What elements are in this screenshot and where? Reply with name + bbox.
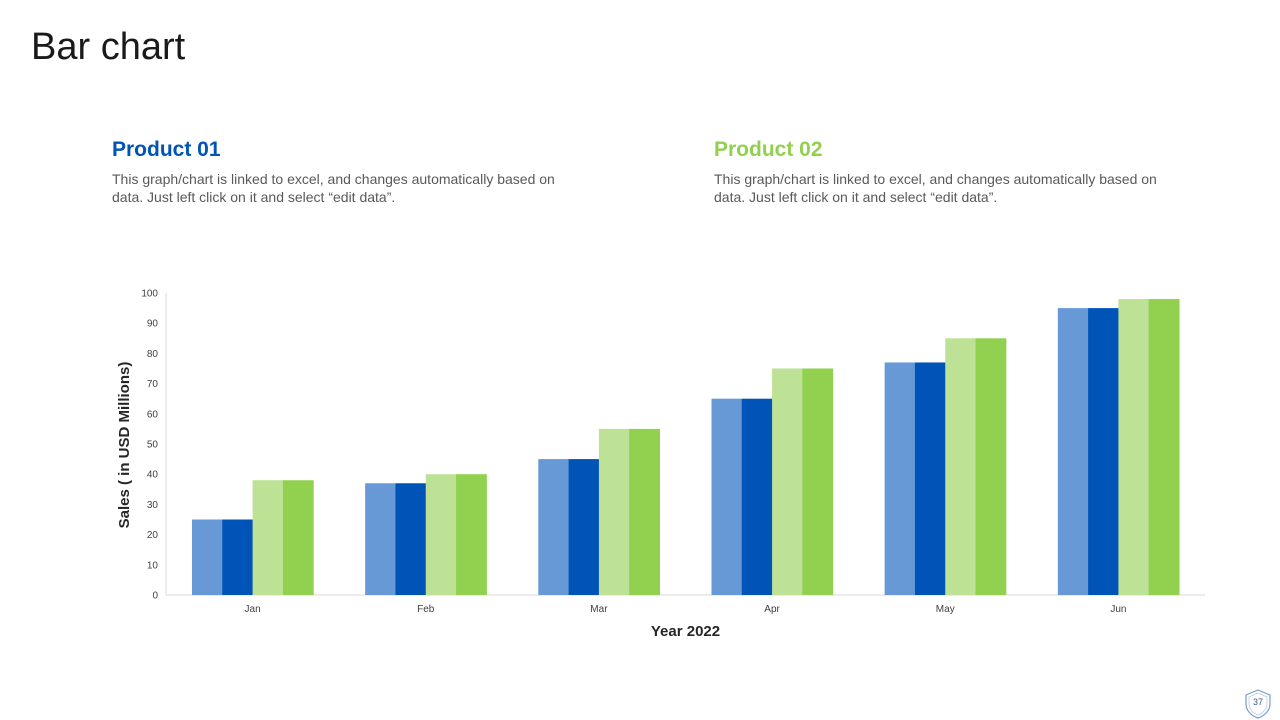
x-tick-label: May xyxy=(936,604,955,615)
product-01-block: Product 01 This graph/chart is linked to… xyxy=(112,138,572,206)
bar-feb-series-4 xyxy=(456,474,487,595)
shield-badge-icon xyxy=(1245,689,1271,719)
bar-jun-series-2 xyxy=(1088,308,1119,595)
y-tick-label: 30 xyxy=(147,500,159,511)
y-tick-label: 10 xyxy=(147,560,159,571)
bar-apr-series-3 xyxy=(772,368,803,595)
y-tick-label: 40 xyxy=(147,470,159,481)
x-tick-label: Jan xyxy=(245,604,261,615)
bar-feb-series-1 xyxy=(365,483,396,595)
bar-jan-series-1 xyxy=(191,519,223,595)
bar-mar-series-3 xyxy=(598,428,630,595)
slide-title: Bar chart xyxy=(31,26,186,68)
x-axis-title: Year 2022 xyxy=(651,623,720,640)
y-tick-label: 0 xyxy=(152,591,158,602)
y-axis-title: Sales ( in USD Millions) xyxy=(116,362,133,529)
y-tick-label: 80 xyxy=(147,349,159,360)
product-02-heading: Product 02 xyxy=(714,138,823,161)
y-tick-label: 70 xyxy=(147,379,159,390)
bar-jun-series-1 xyxy=(1057,308,1089,595)
bar-apr-series-1 xyxy=(711,398,743,595)
x-tick-label: Jun xyxy=(1110,604,1126,615)
bar-feb-series-2 xyxy=(395,483,427,595)
y-tick-label: 60 xyxy=(147,409,159,420)
bar-apr-series-4 xyxy=(802,368,834,595)
bar-may-series-2 xyxy=(914,362,946,595)
x-tick-label: Mar xyxy=(590,604,608,615)
bar-jun-series-3 xyxy=(1118,299,1150,595)
bar-mar-series-1 xyxy=(538,459,570,595)
product-01-heading: Product 01 xyxy=(112,138,221,161)
bar-jun-series-4 xyxy=(1148,299,1180,595)
bar-mar-series-2 xyxy=(568,459,600,595)
y-tick-label: 90 xyxy=(147,319,159,330)
bar-jan-series-2 xyxy=(222,519,254,595)
product-01-description: This graph/chart is linked to excel, and… xyxy=(112,171,555,205)
bar-may-series-3 xyxy=(945,338,977,595)
x-tick-label: Feb xyxy=(417,604,435,615)
bar-jan-series-3 xyxy=(252,480,284,595)
bar-feb-series-3 xyxy=(425,474,457,595)
bar-may-series-1 xyxy=(884,362,916,595)
bar-mar-series-4 xyxy=(629,428,661,595)
bar-may-series-4 xyxy=(975,338,1007,595)
x-tick-label: Apr xyxy=(764,604,780,615)
page-number: 37 xyxy=(1252,697,1263,707)
bar-jan-series-4 xyxy=(282,480,314,595)
y-tick-label: 20 xyxy=(147,530,159,541)
bar-apr-series-2 xyxy=(741,398,773,595)
y-tick-label: 100 xyxy=(141,289,158,300)
y-tick-label: 50 xyxy=(147,440,159,451)
product-02-description: This graph/chart is linked to excel, and… xyxy=(714,171,1157,205)
product-02-block: Product 02 This graph/chart is linked to… xyxy=(714,138,1174,206)
